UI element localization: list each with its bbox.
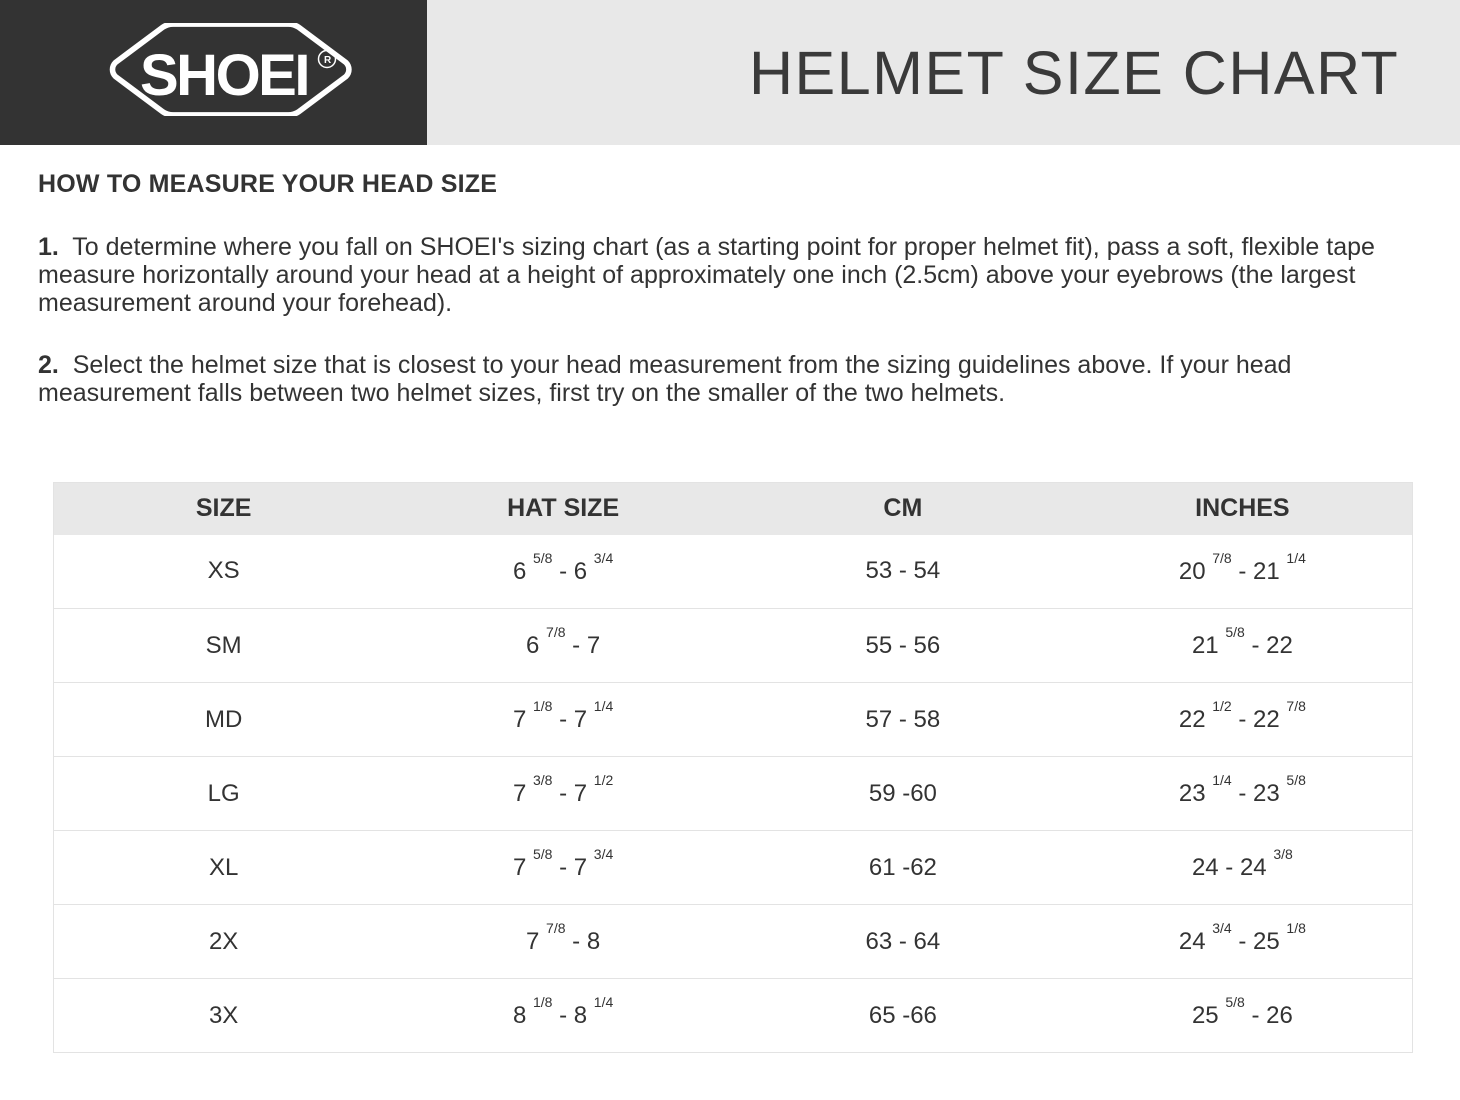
- svg-text:R: R: [324, 55, 332, 66]
